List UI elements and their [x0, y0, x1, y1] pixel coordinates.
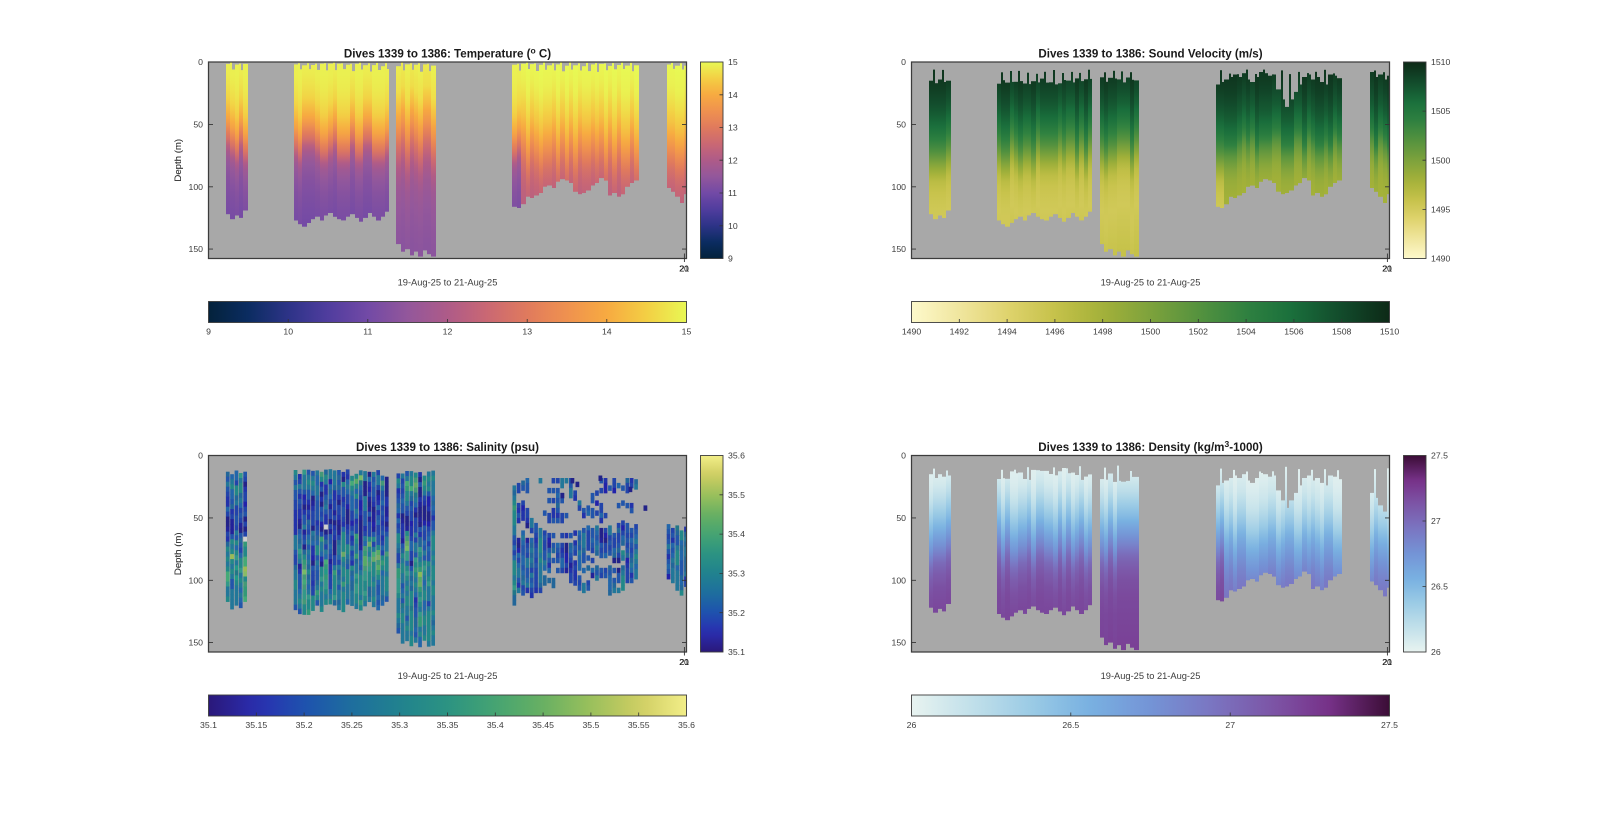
svg-text:35.3: 35.3	[728, 569, 745, 579]
svg-text:35.6: 35.6	[678, 720, 695, 730]
svg-text:Depth (m): Depth (m)	[173, 532, 184, 575]
svg-text:0: 0	[198, 451, 203, 461]
svg-text:Dives 1339 to 1386: Salinity (: Dives 1339 to 1386: Salinity (psu)	[356, 441, 539, 454]
svg-text:1504: 1504	[1236, 327, 1255, 337]
svg-text:19-Aug-25 to 21-Aug-25: 19-Aug-25 to 21-Aug-25	[398, 671, 498, 681]
svg-text:Dives 1339 to 1386: Temperatur: Dives 1339 to 1386: Temperature (o C)	[344, 46, 551, 61]
svg-text:Depth (m): Depth (m)	[173, 139, 184, 182]
svg-text:Dives 1339 to 1386: Sound Velo: Dives 1339 to 1386: Sound Velocity (m/s)	[1038, 48, 1262, 61]
svg-text:50: 50	[896, 513, 906, 523]
svg-text:150: 150	[892, 638, 907, 648]
svg-text:100: 100	[189, 182, 204, 192]
svg-text:19-Aug-25 to 21-Aug-25: 19-Aug-25 to 21-Aug-25	[398, 277, 498, 287]
svg-text:35.35: 35.35	[437, 720, 459, 730]
svg-text:1506: 1506	[1284, 327, 1303, 337]
svg-text:Depth (m): Depth (m)	[173, 139, 184, 182]
svg-text:1498: 1498	[1093, 327, 1112, 337]
svg-text:150: 150	[189, 244, 204, 254]
svg-text:35.55: 35.55	[628, 720, 650, 730]
svg-text:19-Aug-25 to 21-Aug-25: 19-Aug-25 to 21-Aug-25	[1101, 277, 1201, 287]
svg-text:35.25: 35.25	[341, 720, 363, 730]
svg-text:1502: 1502	[1189, 327, 1208, 337]
svg-text:1500: 1500	[1141, 327, 1160, 337]
svg-text:19-Aug-25 to 21-Aug-25: 19-Aug-25 to 21-Aug-25	[1101, 671, 1201, 681]
svg-text:11: 11	[363, 327, 372, 337]
svg-text:20: 20	[679, 264, 689, 274]
svg-text:1496: 1496	[1045, 327, 1064, 337]
svg-text:27: 27	[1431, 516, 1441, 526]
svg-text:1510: 1510	[1380, 327, 1399, 337]
svg-text:100: 100	[892, 182, 907, 192]
svg-text:Depth (m): Depth (m)	[173, 532, 184, 575]
svg-text:12: 12	[443, 327, 453, 337]
svg-text:21: 21	[1383, 657, 1393, 667]
svg-text:35.3: 35.3	[391, 720, 408, 730]
svg-text:27.5: 27.5	[1431, 451, 1448, 461]
svg-text:27.5: 27.5	[1381, 720, 1398, 730]
svg-text:20: 20	[679, 657, 689, 667]
svg-text:1508: 1508	[1332, 327, 1351, 337]
svg-text:1490: 1490	[1431, 254, 1450, 264]
svg-text:35.4: 35.4	[487, 720, 504, 730]
svg-text:12: 12	[728, 155, 738, 165]
svg-text:1490: 1490	[902, 327, 921, 337]
svg-text:100: 100	[189, 575, 204, 585]
svg-text:9: 9	[206, 327, 211, 337]
svg-text:100: 100	[892, 575, 907, 585]
svg-text:20: 20	[1382, 264, 1392, 274]
svg-text:13: 13	[522, 327, 532, 337]
svg-text:0: 0	[901, 57, 906, 67]
svg-text:150: 150	[892, 244, 907, 254]
svg-text:35.2: 35.2	[728, 608, 745, 618]
svg-text:14: 14	[728, 90, 738, 100]
svg-text:35.15: 35.15	[245, 720, 267, 730]
svg-text:11: 11	[728, 188, 737, 198]
svg-text:35.2: 35.2	[296, 720, 313, 730]
svg-text:35.4: 35.4	[728, 529, 745, 539]
svg-text:50: 50	[193, 120, 203, 130]
svg-text:21: 21	[680, 657, 690, 667]
svg-text:35.45: 35.45	[532, 720, 554, 730]
svg-text:20: 20	[1382, 657, 1392, 667]
svg-text:35.1: 35.1	[728, 647, 745, 657]
svg-text:1500: 1500	[1431, 155, 1450, 165]
svg-text:15: 15	[682, 327, 692, 337]
svg-text:1495: 1495	[1431, 205, 1450, 215]
svg-text:1494: 1494	[997, 327, 1016, 337]
svg-text:50: 50	[896, 120, 906, 130]
svg-text:10: 10	[283, 327, 293, 337]
svg-text:21: 21	[680, 264, 690, 274]
svg-text:10: 10	[728, 221, 738, 231]
svg-text:14: 14	[602, 327, 612, 337]
svg-text:0: 0	[901, 451, 906, 461]
svg-text:35.5: 35.5	[582, 720, 599, 730]
svg-text:1492: 1492	[950, 327, 969, 337]
svg-text:150: 150	[189, 638, 204, 648]
svg-text:50: 50	[193, 513, 203, 523]
svg-text:35.1: 35.1	[200, 720, 217, 730]
svg-text:13: 13	[728, 123, 738, 133]
svg-text:0: 0	[198, 57, 203, 67]
svg-text:1510: 1510	[1431, 57, 1450, 67]
svg-text:15: 15	[728, 57, 738, 67]
svg-text:27: 27	[1225, 720, 1235, 730]
svg-text:1505: 1505	[1431, 106, 1450, 116]
svg-text:Dives 1339 to 1386: Density (k: Dives 1339 to 1386: Density (kg/m3-1000)	[1038, 439, 1263, 454]
svg-text:26: 26	[1431, 647, 1441, 657]
svg-text:26: 26	[907, 720, 917, 730]
svg-text:26.5: 26.5	[1062, 720, 1079, 730]
svg-text:26.5: 26.5	[1431, 582, 1448, 592]
svg-text:35.5: 35.5	[728, 490, 745, 500]
svg-text:9: 9	[728, 254, 733, 264]
svg-text:35.6: 35.6	[728, 451, 745, 461]
svg-text:21: 21	[1383, 264, 1393, 274]
